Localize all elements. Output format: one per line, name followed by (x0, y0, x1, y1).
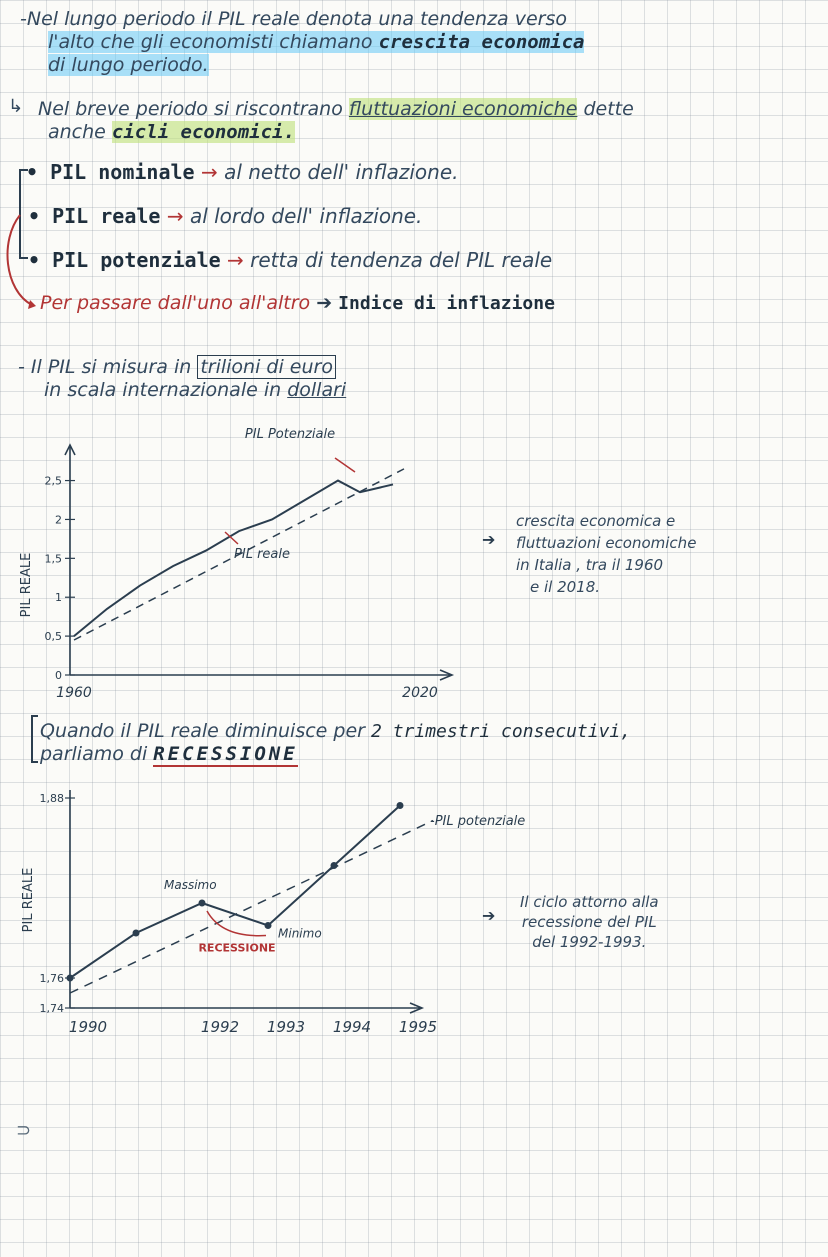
recession-line-1: Quando il PIL reale diminuisce per 2 tri… (40, 720, 631, 742)
recession-text-1b: 2 trimestri consecutivi, (371, 721, 632, 742)
y-tick-label: 1,88 (40, 792, 65, 805)
y-tick-label: 1,74 (40, 1002, 65, 1015)
short-text-2a: anche (48, 121, 112, 143)
short-text-1c: dette (577, 98, 634, 120)
chart1-note-line: e il 2018. (530, 578, 601, 596)
x-tick-label: 1990 (69, 1018, 107, 1036)
def-row-nominale: • PIL nominale → al netto dell' inflazio… (26, 160, 459, 184)
measure-text-1b: trilioni di euro (197, 355, 336, 379)
annotation-pil-potenziale: -PIL potenziale (430, 814, 525, 829)
y-tick-label: 1 (55, 591, 62, 604)
recession-text-2a: parliamo di (40, 743, 154, 765)
series-pil-potenziale (73, 468, 405, 641)
annotation-pil-potenziale: PIL Potenziale (245, 427, 335, 442)
short-line-2: anche cicli economici. (48, 121, 295, 143)
x-tick-label: 2020 (402, 685, 438, 701)
arrow-right-icon: → (200, 160, 218, 184)
x-tick-label: 1995 (399, 1018, 437, 1036)
chart1-note-line: in Italia , tra il 1960 (516, 556, 664, 574)
measure-line-2: in scala internazionale in dollari (44, 379, 346, 401)
bracket-arrow-icon: ↳ (8, 96, 24, 117)
def-desc-nominale: al netto dell' inflazione. (224, 160, 459, 184)
data-point (66, 974, 74, 982)
def-term-potenziale: • PIL potenziale (28, 248, 221, 272)
x-axis-arrow (439, 669, 455, 681)
data-point (132, 929, 140, 937)
chart2-note-line: del 1992-1993. (532, 933, 647, 951)
intro-text-3: di lungo periodo. (48, 54, 209, 76)
y-axis-label: PIL REALE (21, 868, 36, 933)
recession-bracket (31, 715, 38, 763)
measure-line-1: - Il PIL si misura in trilioni di euro (18, 355, 336, 379)
chart2-note: Il ciclo attorno alla recessione del PIL… (520, 892, 659, 952)
short-text-1a: Nel breve periodo si riscontrano (38, 98, 349, 120)
annotation-pointer (334, 457, 356, 473)
measure-text-2a: in scala internazionale in (44, 379, 288, 401)
y-tick-label: 1,76 (40, 972, 65, 985)
arrow-right-icon: → (166, 204, 184, 228)
recession-text-1a: Quando il PIL reale diminuisce per (40, 720, 372, 742)
chart1-note-line: fluttuazioni economiche (516, 534, 697, 552)
chart1-note-line: crescita economica e (516, 512, 676, 530)
short-text-1b: fluttuazioni economiche (348, 98, 578, 120)
def-desc-reale: al lordo dell' inflazione. (189, 204, 423, 228)
definitions-bracket (6, 169, 36, 309)
intro-text-2b: crescita economica (378, 31, 585, 53)
annotation-recessione: RECESSIONE (198, 942, 275, 955)
y-tick-label: 0 (55, 669, 62, 682)
data-point (396, 802, 404, 809)
recession-text-2b: RECESSIONE (153, 743, 298, 767)
recession-line-2: parliamo di RECESSIONE (40, 743, 298, 767)
y-tick-label: 2,5 (45, 475, 63, 488)
chart-recessione: 1,74 1,76 1,88 1990 1992 1993 1994 1995 PIL REAL… (21, 790, 525, 1036)
passage-bold: Indice di inflazione (338, 293, 555, 314)
def-row-potenziale: • PIL potenziale → retta di tendenza del… (28, 248, 552, 272)
y-axis-arrow (64, 443, 76, 456)
chart-pil-italia: 0 0,5 1 1,5 2 2,5 1960 2020 PIL REALE PIL Potenzi… (19, 427, 455, 701)
arrow-right-icon: ➔ (482, 530, 496, 549)
short-text-2b: cicli economici. (111, 121, 295, 143)
chart2-note-line: Il ciclo attorno alla (520, 893, 659, 911)
series-pil-reale (73, 479, 394, 637)
series-pil-reale (69, 804, 401, 979)
arrow-right-icon: → (227, 248, 244, 272)
short-line-1: Nel breve periodo si riscontrano fluttua… (38, 98, 634, 120)
annotation-minimo: Minimo (278, 927, 322, 941)
arrow-right-icon: ➔ (316, 292, 333, 314)
intro-line-3: di lungo periodo. (48, 54, 209, 76)
annotation-pil-reale: PIL reale (234, 547, 290, 562)
x-tick-label: 1960 (56, 685, 92, 701)
measure-text-1a: - Il PIL si misura in (18, 356, 198, 378)
data-point (330, 862, 338, 869)
annotation-pointer (224, 531, 239, 545)
def-row-reale: • PIL reale → al lordo dell' inflazione. (28, 204, 422, 228)
intro-line-2: l'alto che gli economisti chiamano cresc… (48, 31, 585, 53)
def-term-reale: • PIL reale (28, 204, 161, 228)
passage-text: Per passare dall'uno all'altro (40, 292, 311, 314)
x-axis-arrow (409, 1002, 425, 1014)
passage-row: Per passare dall'uno all'altro ➔ Indice … (40, 292, 555, 314)
page-marker-icon: ⊃ (16, 1120, 32, 1141)
measure-text-2b: dollari (287, 379, 347, 401)
x-tick-label: 1992 (201, 1018, 239, 1036)
recession-arc (206, 910, 267, 937)
x-tick-label: 1993 (267, 1018, 305, 1036)
x-tick-label: 1994 (333, 1018, 371, 1036)
y-tick-label: 2 (55, 513, 62, 526)
data-point (198, 899, 206, 907)
intro-line-1: -Nel lungo periodo il PIL reale denota u… (20, 8, 567, 30)
annotation-massimo: Massimo (164, 878, 217, 892)
y-tick-label: 1,5 (45, 552, 63, 565)
def-term-nominale: • PIL nominale (26, 160, 195, 184)
chart2-note-line: recessione del PIL (521, 913, 657, 931)
arrow-right-icon: ➔ (482, 906, 496, 925)
data-point (264, 922, 272, 929)
y-tick-label: 0,5 (45, 630, 63, 643)
intro-text-2a: l'alto che gli economisti chiamano (48, 31, 379, 53)
series-pil-potenziale (69, 819, 434, 994)
intro-text-1: -Nel lungo periodo il PIL reale denota u… (20, 8, 568, 30)
y-axis-label: PIL REALE (19, 553, 34, 618)
def-desc-potenziale: retta di tendenza del PIL reale (250, 248, 553, 272)
chart1-note: crescita economica e fluttuazioni econom… (516, 510, 696, 598)
